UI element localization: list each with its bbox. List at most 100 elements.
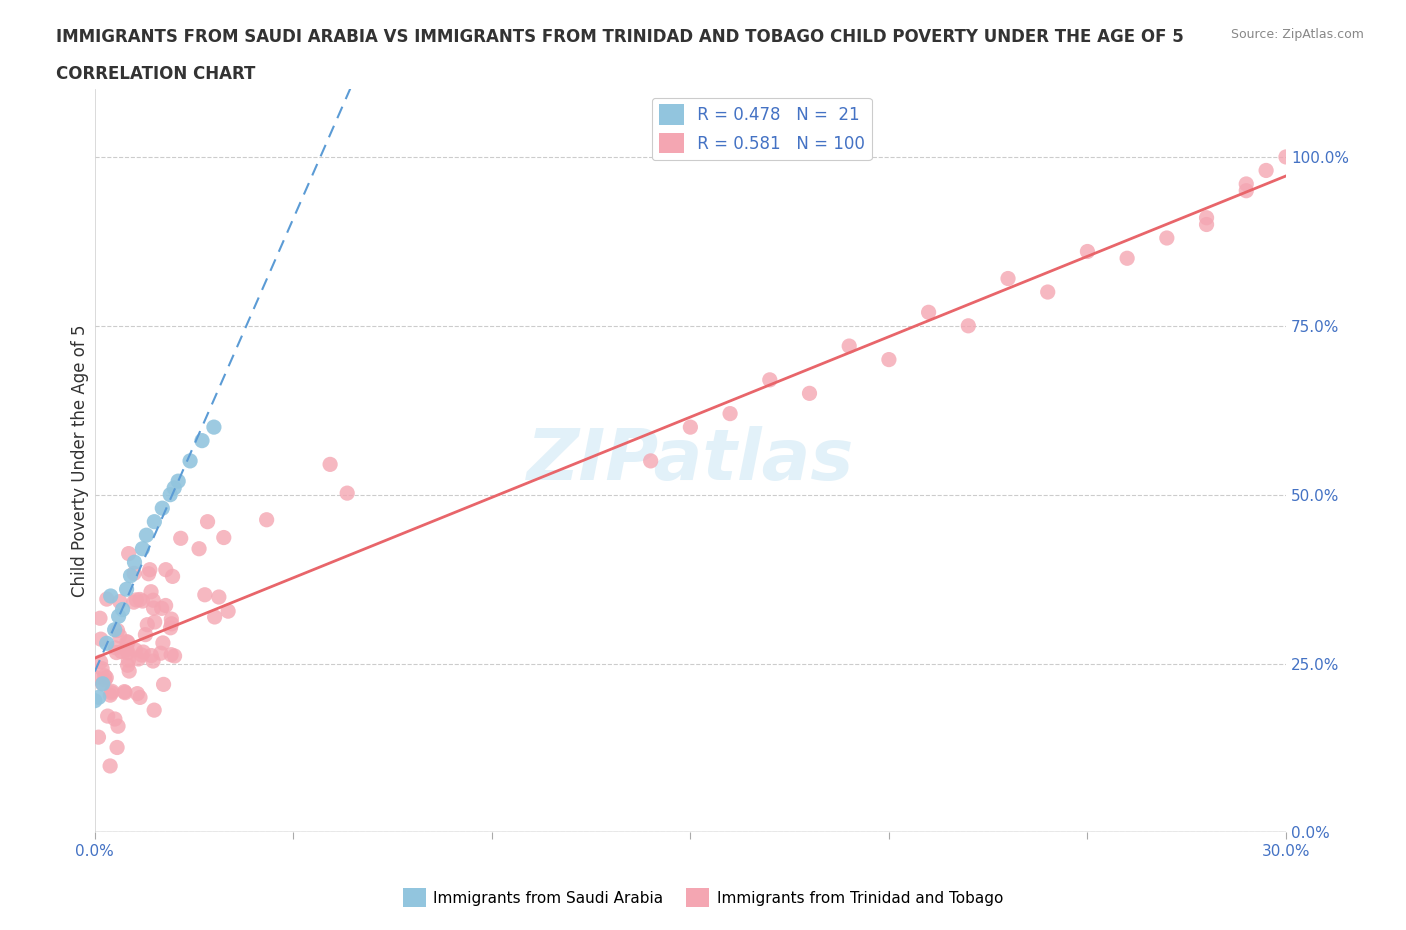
Point <box>93 669 115 684</box>
Point <box>117 635 139 650</box>
Point <box>124 555 146 570</box>
Point <box>162 569 184 584</box>
Point <box>838 339 860 353</box>
Point <box>159 487 181 502</box>
Point <box>150 500 173 515</box>
Point <box>208 590 231 604</box>
Point <box>142 601 165 616</box>
Point <box>117 645 139 660</box>
Point <box>101 684 124 698</box>
Point <box>202 419 225 434</box>
Point <box>96 671 118 685</box>
Point <box>115 634 138 649</box>
Point <box>143 514 166 529</box>
Point <box>131 541 153 556</box>
Point <box>141 648 163 663</box>
Point <box>142 592 165 607</box>
Point <box>122 594 145 609</box>
Point <box>94 672 117 687</box>
Point <box>91 676 114 691</box>
Point <box>114 684 136 699</box>
Point <box>135 527 157 542</box>
Point <box>122 565 145 580</box>
Point <box>129 690 152 705</box>
Point <box>131 593 153 608</box>
Point <box>104 711 127 726</box>
Point <box>957 318 980 333</box>
Point <box>217 604 239 618</box>
Point <box>132 644 155 659</box>
Legend: Immigrants from Saudi Arabia, Immigrants from Trinidad and Tobago: Immigrants from Saudi Arabia, Immigrants… <box>396 883 1010 913</box>
Point <box>98 687 121 702</box>
Point <box>194 588 217 603</box>
Point <box>152 677 174 692</box>
Point <box>149 645 172 660</box>
Point <box>139 584 162 599</box>
Point <box>96 591 118 606</box>
Point <box>105 645 128 660</box>
Point <box>84 671 107 685</box>
Point <box>155 598 177 613</box>
Point <box>136 618 159 632</box>
Point <box>107 719 129 734</box>
Point <box>100 589 122 604</box>
Point <box>131 647 153 662</box>
Point <box>877 352 900 367</box>
Point <box>87 690 110 705</box>
Point <box>110 644 132 659</box>
Point <box>108 629 131 644</box>
Point <box>336 485 359 500</box>
Point <box>179 454 201 469</box>
Point <box>1234 177 1257 192</box>
Point <box>104 622 127 637</box>
Text: ZIPatlas: ZIPatlas <box>527 426 853 496</box>
Point <box>170 531 193 546</box>
Point <box>163 648 186 663</box>
Point <box>139 563 162 578</box>
Point <box>159 620 181 635</box>
Point <box>127 686 149 701</box>
Point <box>155 563 177 578</box>
Point <box>87 730 110 745</box>
Text: CORRELATION CHART: CORRELATION CHART <box>56 65 256 83</box>
Point <box>90 655 112 670</box>
Point <box>152 635 174 650</box>
Point <box>127 652 149 667</box>
Point <box>118 664 141 679</box>
Point <box>83 693 105 708</box>
Point <box>160 612 183 627</box>
Point <box>115 582 138 597</box>
Point <box>1116 251 1139 266</box>
Point <box>212 530 235 545</box>
Point <box>117 658 139 672</box>
Point <box>125 592 148 607</box>
Point <box>96 636 118 651</box>
Text: Source: ZipAtlas.com: Source: ZipAtlas.com <box>1230 28 1364 41</box>
Point <box>1234 183 1257 198</box>
Point <box>107 623 129 638</box>
Point <box>97 709 120 724</box>
Y-axis label: Child Poverty Under the Age of 5: Child Poverty Under the Age of 5 <box>72 325 89 597</box>
Text: IMMIGRANTS FROM SAUDI ARABIA VS IMMIGRANTS FROM TRINIDAD AND TOBAGO CHILD POVERT: IMMIGRANTS FROM SAUDI ARABIA VS IMMIGRAN… <box>56 28 1184 46</box>
Point <box>160 617 183 631</box>
Point <box>1036 285 1059 299</box>
Point <box>117 653 139 668</box>
Legend:  R = 0.478   N =  21,  R = 0.581   N = 100: R = 0.478 N = 21, R = 0.581 N = 100 <box>652 98 872 160</box>
Point <box>256 512 278 527</box>
Point <box>124 643 146 658</box>
Point <box>91 661 114 676</box>
Point <box>917 305 939 320</box>
Point <box>204 609 226 624</box>
Point <box>1195 217 1218 232</box>
Point <box>107 609 129 624</box>
Point <box>100 685 122 700</box>
Point <box>105 740 128 755</box>
Point <box>138 566 160 581</box>
Point <box>90 631 112 646</box>
Point <box>718 406 741 421</box>
Point <box>91 676 114 691</box>
Point <box>111 602 134 617</box>
Point <box>118 546 141 561</box>
Point <box>679 419 702 434</box>
Point <box>319 457 342 472</box>
